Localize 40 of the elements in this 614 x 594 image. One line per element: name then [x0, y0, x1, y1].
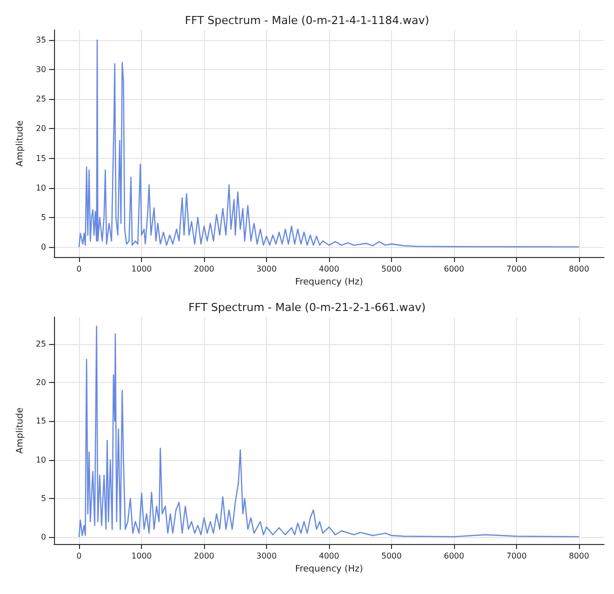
x-tick-label: 8000: [568, 264, 590, 274]
y-tick-label: 5: [40, 494, 46, 503]
x-tick-label: 2000: [194, 552, 214, 560]
y-tick-label: 10: [36, 183, 46, 192]
y-tick-label: 15: [36, 416, 46, 426]
x-tick-label: 1000: [131, 552, 152, 560]
x-tick-label: 3000: [256, 552, 277, 560]
y-tick-label: 20: [36, 378, 46, 388]
y-tick-label: 5: [40, 212, 46, 222]
y-tick-label: 10: [36, 455, 46, 464]
y-tick-label: 20: [36, 124, 46, 134]
x-tick-label: 0: [76, 552, 82, 560]
x-tick-label: 7000: [506, 552, 527, 560]
x-tick-label: 5000: [381, 552, 402, 560]
y-tick-label: 25: [36, 340, 46, 349]
x-tick-label: 5000: [381, 264, 402, 274]
y-axis-title: Amplitude: [16, 120, 26, 167]
x-tick-label: 6000: [444, 552, 464, 560]
line-series: [78, 39, 580, 248]
y-axis-title: Amplitude: [16, 406, 26, 454]
x-tick-label: 0: [76, 264, 82, 274]
chart-title: FFT Spectrum - Male (0-m-21-4-1-1184.wav): [184, 14, 430, 27]
line-series: [78, 326, 580, 538]
x-tick-label: 8000: [568, 552, 590, 560]
x-tick-label: 2000: [194, 264, 214, 274]
y-tick-label: 30: [36, 65, 46, 74]
x-axis-title: Frequency (Hz): [295, 564, 363, 574]
x-axis-title: Frequency (Hz): [295, 277, 363, 288]
chart-title: FFT Spectrum - Male (0-m-21-2-1-661.wav): [188, 301, 426, 314]
x-tick-label: 4000: [318, 264, 340, 274]
y-tick-label: 35: [36, 36, 46, 45]
x-tick-label: 4000: [318, 552, 340, 560]
y-tick-label: 15: [36, 154, 46, 163]
x-tick-label: 7000: [506, 264, 527, 274]
y-tick-label: 0: [40, 242, 46, 252]
x-tick-label: 1000: [131, 264, 152, 274]
x-tick-label: 6000: [444, 264, 464, 274]
y-tick-label: 25: [36, 94, 46, 104]
y-tick-label: 0: [40, 532, 46, 542]
x-tick-label: 3000: [256, 264, 277, 274]
